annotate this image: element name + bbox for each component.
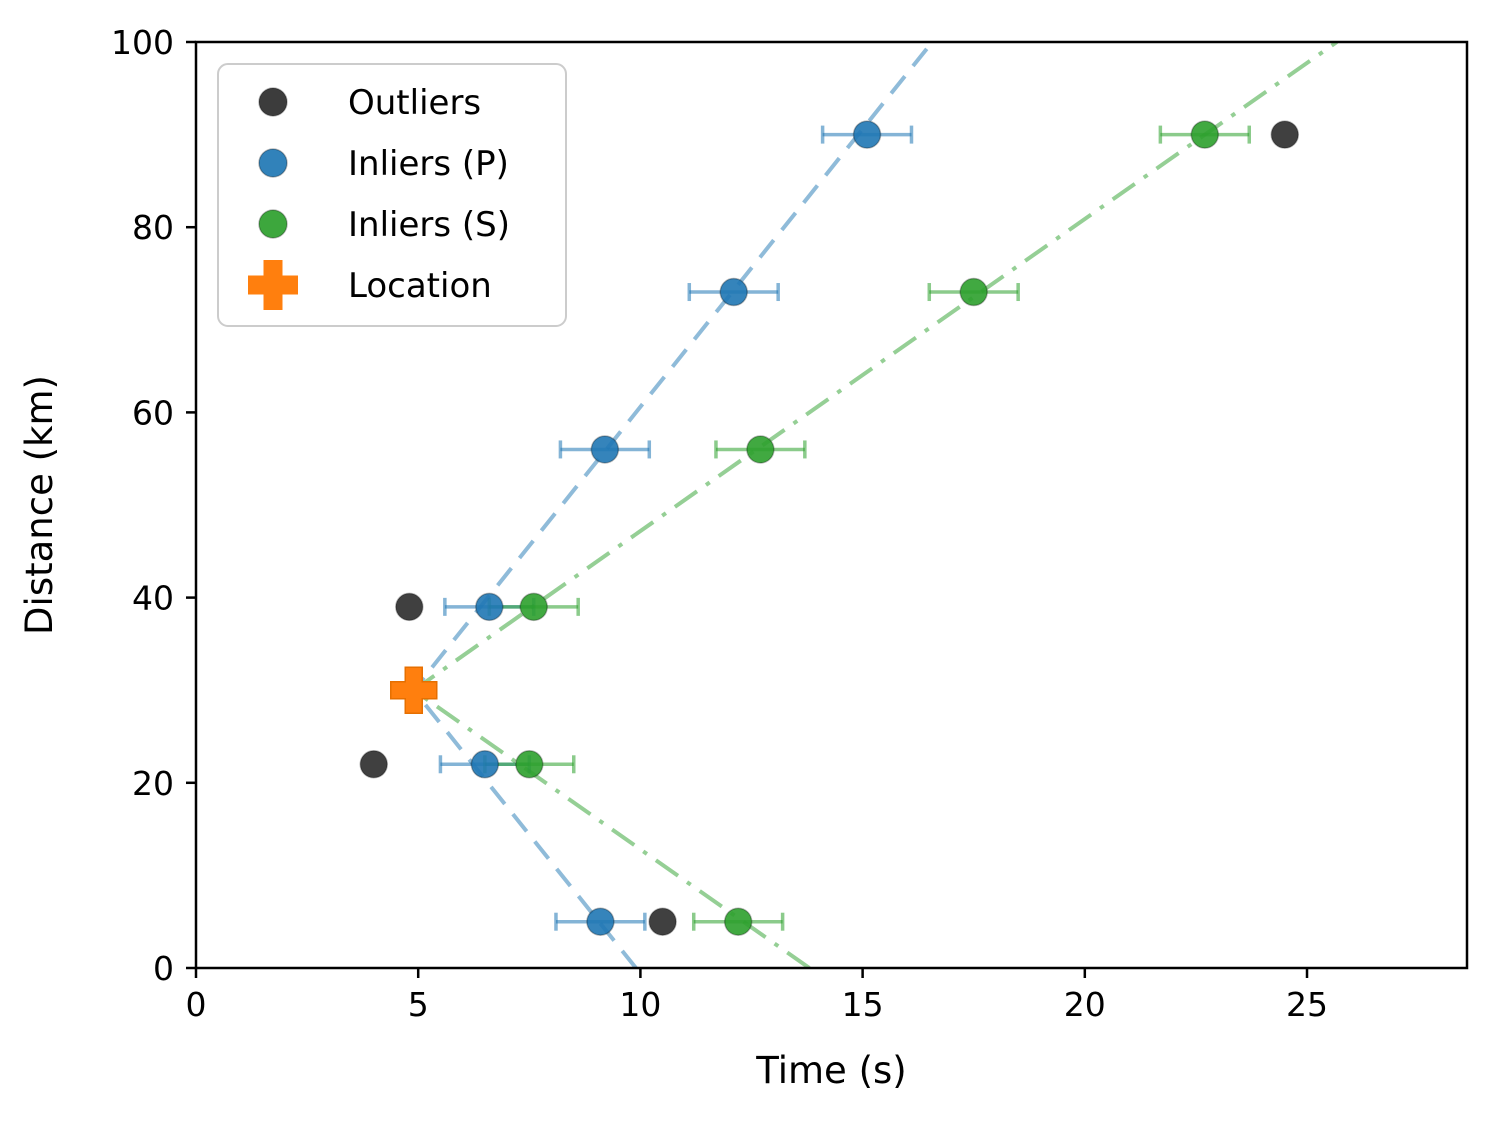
series-outliers <box>359 120 1300 936</box>
legend-label: Inliers (P) <box>348 144 509 184</box>
x-tick-label: 5 <box>408 985 429 1024</box>
y-axis-label: Distance (km) <box>18 375 61 635</box>
scatter-point <box>519 592 548 622</box>
scatter-point <box>515 750 544 779</box>
scatter-point <box>359 750 389 779</box>
series-inliers-s <box>515 120 1220 936</box>
plot-border <box>194 40 1469 970</box>
legend: Outliers Inliers (P) Inliers (S) Location <box>217 63 567 327</box>
series-inliers-p <box>470 120 882 936</box>
x-axis-label: Time (s) <box>755 1049 906 1092</box>
scatter-point <box>648 907 677 936</box>
y-tick-label: 100 <box>111 23 174 62</box>
x-tick-label: 15 <box>842 985 884 1024</box>
scatter-point <box>586 907 615 936</box>
scatter-point <box>723 907 753 936</box>
scatter-point <box>395 592 424 622</box>
y-tick-label: 60 <box>132 393 174 432</box>
x-tick-label: 10 <box>619 985 661 1024</box>
x-tick-label: 0 <box>186 985 207 1024</box>
scatter-point <box>1270 120 1300 149</box>
y-tick-label: 20 <box>132 764 174 803</box>
y-tick-label: 80 <box>132 208 174 247</box>
x-tick-label: 20 <box>1064 985 1106 1024</box>
scatter-point <box>590 435 620 464</box>
scatter-point <box>1190 120 1220 149</box>
legend-label: Location <box>348 266 492 306</box>
location-marker <box>390 666 438 714</box>
legend-entry: Outliers <box>258 83 481 123</box>
y-tick-label: 40 <box>132 579 174 618</box>
legend-label: Inliers (S) <box>348 205 510 245</box>
x-tick-label: 25 <box>1286 985 1328 1024</box>
scatter-point <box>719 277 748 307</box>
legend-label: Outliers <box>348 83 481 123</box>
legend-circle-marker <box>258 209 288 239</box>
legend-entry: Inliers (S) <box>258 205 510 245</box>
axes-ticks: 0 5 10 15 20 25 0 20 40 60 80 100 <box>111 23 1328 1024</box>
y-tick-label: 0 <box>153 949 174 988</box>
legend-circle-marker <box>258 148 288 178</box>
legend-plus-marker <box>248 260 298 310</box>
data-points <box>359 120 1300 936</box>
legend-box <box>217 63 567 327</box>
scatter-point <box>470 750 500 779</box>
scatter-point <box>746 435 775 464</box>
legend-circle-marker <box>258 87 288 117</box>
scatter-point <box>852 120 882 149</box>
legend-entry: Location <box>248 260 492 310</box>
legend-entry: Inliers (P) <box>258 144 509 184</box>
scatter-point <box>475 592 504 622</box>
series-location <box>390 666 438 714</box>
scatter-point <box>959 277 988 307</box>
